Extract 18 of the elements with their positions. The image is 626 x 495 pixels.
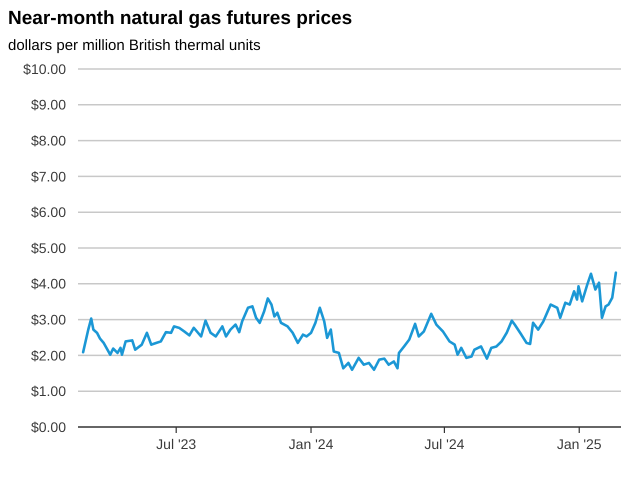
y-tick-label: $4.00 <box>30 276 66 292</box>
y-tick-label: $5.00 <box>30 240 66 256</box>
y-tick-label: $0.00 <box>30 418 66 435</box>
y-tick-label: $3.00 <box>30 312 66 328</box>
chart-title: Near-month natural gas futures prices <box>8 8 352 29</box>
y-tick-label: $9.00 <box>30 96 66 113</box>
x-tick-label: Jan '25 <box>556 436 602 452</box>
x-tick-label: Jul '24 <box>424 436 465 452</box>
y-tick-label: $1.00 <box>30 383 66 400</box>
line-series <box>82 271 618 372</box>
chart-subtitle: dollars per million British thermal units <box>8 37 261 54</box>
y-tick-label: $8.00 <box>30 132 66 148</box>
x-tick-label: Jan '24 <box>288 436 334 452</box>
y-tick-label: $10.00 <box>23 60 66 77</box>
y-tick-label: $2.00 <box>30 347 66 364</box>
x-tick-label: Jul '23 <box>156 436 196 452</box>
y-tick-label: $7.00 <box>30 168 66 184</box>
y-tick-label: $6.00 <box>30 204 66 220</box>
